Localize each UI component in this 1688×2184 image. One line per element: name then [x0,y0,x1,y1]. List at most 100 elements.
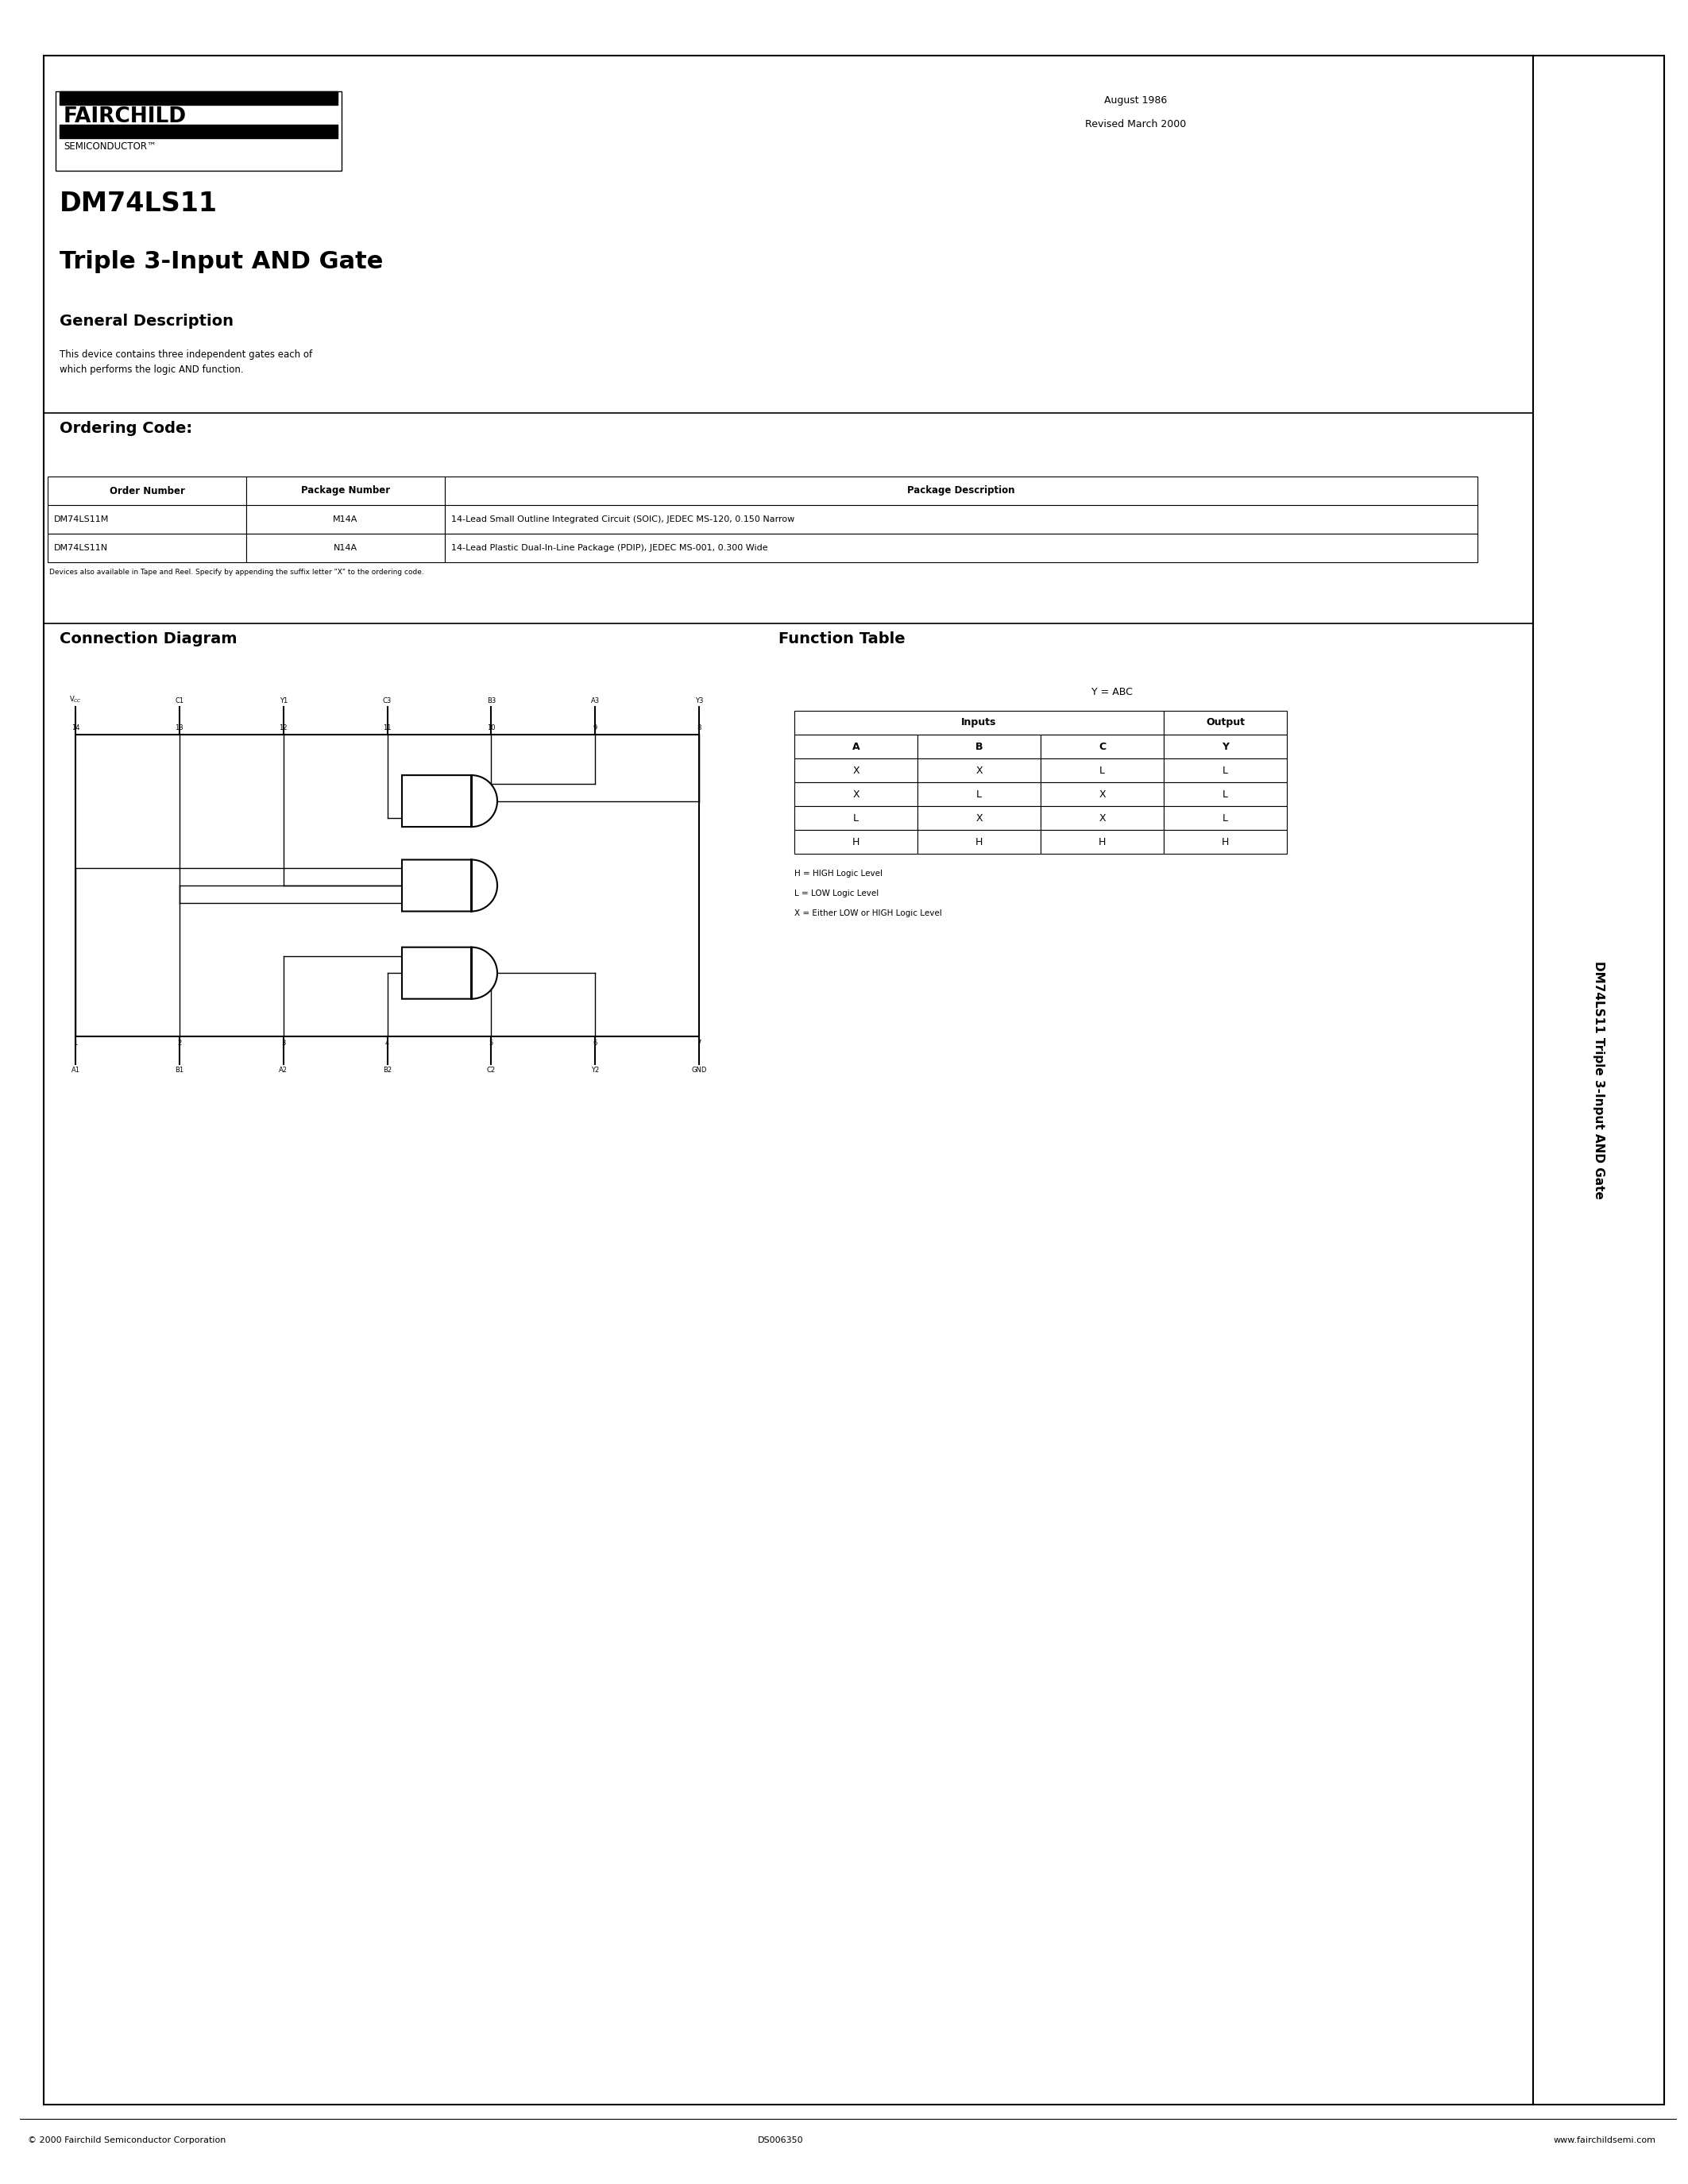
Text: Connection Diagram: Connection Diagram [59,631,236,646]
Text: C: C [1099,740,1106,751]
Text: Triple 3-Input AND Gate: Triple 3-Input AND Gate [59,251,383,273]
Text: GND: GND [692,1066,707,1075]
Bar [1163,782,1286,806]
Bar [795,710,1163,734]
Text: L: L [1222,788,1229,799]
Text: 13: 13 [176,725,184,732]
Text: General Description: General Description [59,314,233,330]
Text: 11: 11 [383,725,392,732]
Text: N14A: N14A [334,544,358,553]
Text: 6: 6 [592,1040,598,1046]
Text: Output: Output [1205,719,1244,727]
Bar [795,734,918,758]
Bar [795,830,918,854]
Text: Y2: Y2 [591,1066,599,1075]
Text: X = Either LOW or HIGH Logic Level: X = Either LOW or HIGH Logic Level [795,909,942,917]
Bar [44,55,1533,2105]
Text: 1: 1 [73,1040,78,1046]
Bar [246,505,446,533]
Polygon shape [402,860,498,911]
Text: DM74LS11M: DM74LS11M [54,515,110,524]
Polygon shape [402,775,498,828]
Text: www.fairchildsemi.com: www.fairchildsemi.com [1553,2136,1656,2145]
Bar [1163,830,1286,854]
Text: 14-Lead Plastic Dual-In-Line Package (PDIP), JEDEC MS-001, 0.300 Wide: 14-Lead Plastic Dual-In-Line Package (PD… [451,544,768,553]
Bar [56,92,341,170]
Text: H = HIGH Logic Level: H = HIGH Logic Level [795,869,883,878]
Bar [1163,758,1286,782]
Text: Revised March 2000: Revised March 2000 [1085,120,1187,129]
Text: X: X [976,812,982,823]
Bar [59,92,338,105]
Text: DM74LS11: DM74LS11 [59,190,218,216]
Text: Package Description: Package Description [908,485,1014,496]
Text: 14-Lead Small Outline Integrated Circuit (SOIC), JEDEC MS-120, 0.150 Narrow: 14-Lead Small Outline Integrated Circuit… [451,515,795,524]
Text: 14: 14 [71,725,79,732]
Text: Devices also available in Tape and Reel. Specify by appending the suffix letter : Devices also available in Tape and Reel.… [49,568,424,577]
Text: V$_{CC}$: V$_{CC}$ [69,695,81,705]
Text: 3: 3 [282,1040,285,1046]
Text: Function Table: Function Table [778,631,905,646]
Bar [446,505,1477,533]
Bar [1040,806,1163,830]
Text: X: X [852,764,859,775]
Bar [446,533,1477,561]
Text: A: A [852,740,859,751]
Bar [1040,782,1163,806]
Text: 4: 4 [385,1040,390,1046]
Bar [246,476,446,505]
Text: Package Number: Package Number [300,485,390,496]
Text: 2: 2 [177,1040,182,1046]
Bar [918,830,1040,854]
Text: H: H [976,836,982,847]
Text: L: L [852,812,859,823]
Bar [1163,710,1286,734]
Text: L = LOW Logic Level: L = LOW Logic Level [795,889,879,898]
Bar [446,476,1477,505]
Bar [47,505,246,533]
Bar [1040,734,1163,758]
Text: Y1: Y1 [279,697,287,705]
Text: SEMICONDUCTOR™: SEMICONDUCTOR™ [64,142,157,151]
Bar [1533,55,1664,2105]
Text: A1: A1 [71,1066,79,1075]
Text: Ordering Code:: Ordering Code: [59,422,192,437]
Text: Inputs: Inputs [962,719,996,727]
Text: DM74LS11 Triple 3-Input AND Gate: DM74LS11 Triple 3-Input AND Gate [1593,961,1605,1199]
Text: H: H [852,836,859,847]
Text: Order Number: Order Number [110,485,184,496]
Text: DS006350: DS006350 [758,2136,803,2145]
Text: X: X [976,764,982,775]
Text: L: L [1099,764,1106,775]
Text: DM74LS11N: DM74LS11N [54,544,108,553]
Text: © 2000 Fairchild Semiconductor Corporation: © 2000 Fairchild Semiconductor Corporati… [27,2136,226,2145]
Bar [1040,758,1163,782]
Bar [918,758,1040,782]
Text: August 1986: August 1986 [1104,96,1166,105]
Text: A2: A2 [279,1066,287,1075]
Text: C3: C3 [383,697,392,705]
Text: X: X [1099,788,1106,799]
Text: FAIRCHILD: FAIRCHILD [64,107,187,127]
Text: L: L [1222,764,1229,775]
Text: Y: Y [1222,740,1229,751]
Text: Y = ABC: Y = ABC [1092,688,1133,697]
Text: A3: A3 [591,697,599,705]
Text: 8: 8 [697,725,701,732]
Text: L: L [1222,812,1229,823]
Text: Y3: Y3 [695,697,704,705]
Bar [76,734,699,1037]
Text: 10: 10 [488,725,495,732]
Bar [918,782,1040,806]
Text: B1: B1 [176,1066,184,1075]
Bar [59,124,338,138]
Text: H: H [1099,836,1106,847]
Text: 5: 5 [490,1040,493,1046]
Text: M14A: M14A [333,515,358,524]
Text: C1: C1 [176,697,184,705]
Bar [246,533,446,561]
Bar [795,806,918,830]
Bar [795,782,918,806]
Text: 7: 7 [697,1040,701,1046]
Bar [1163,734,1286,758]
